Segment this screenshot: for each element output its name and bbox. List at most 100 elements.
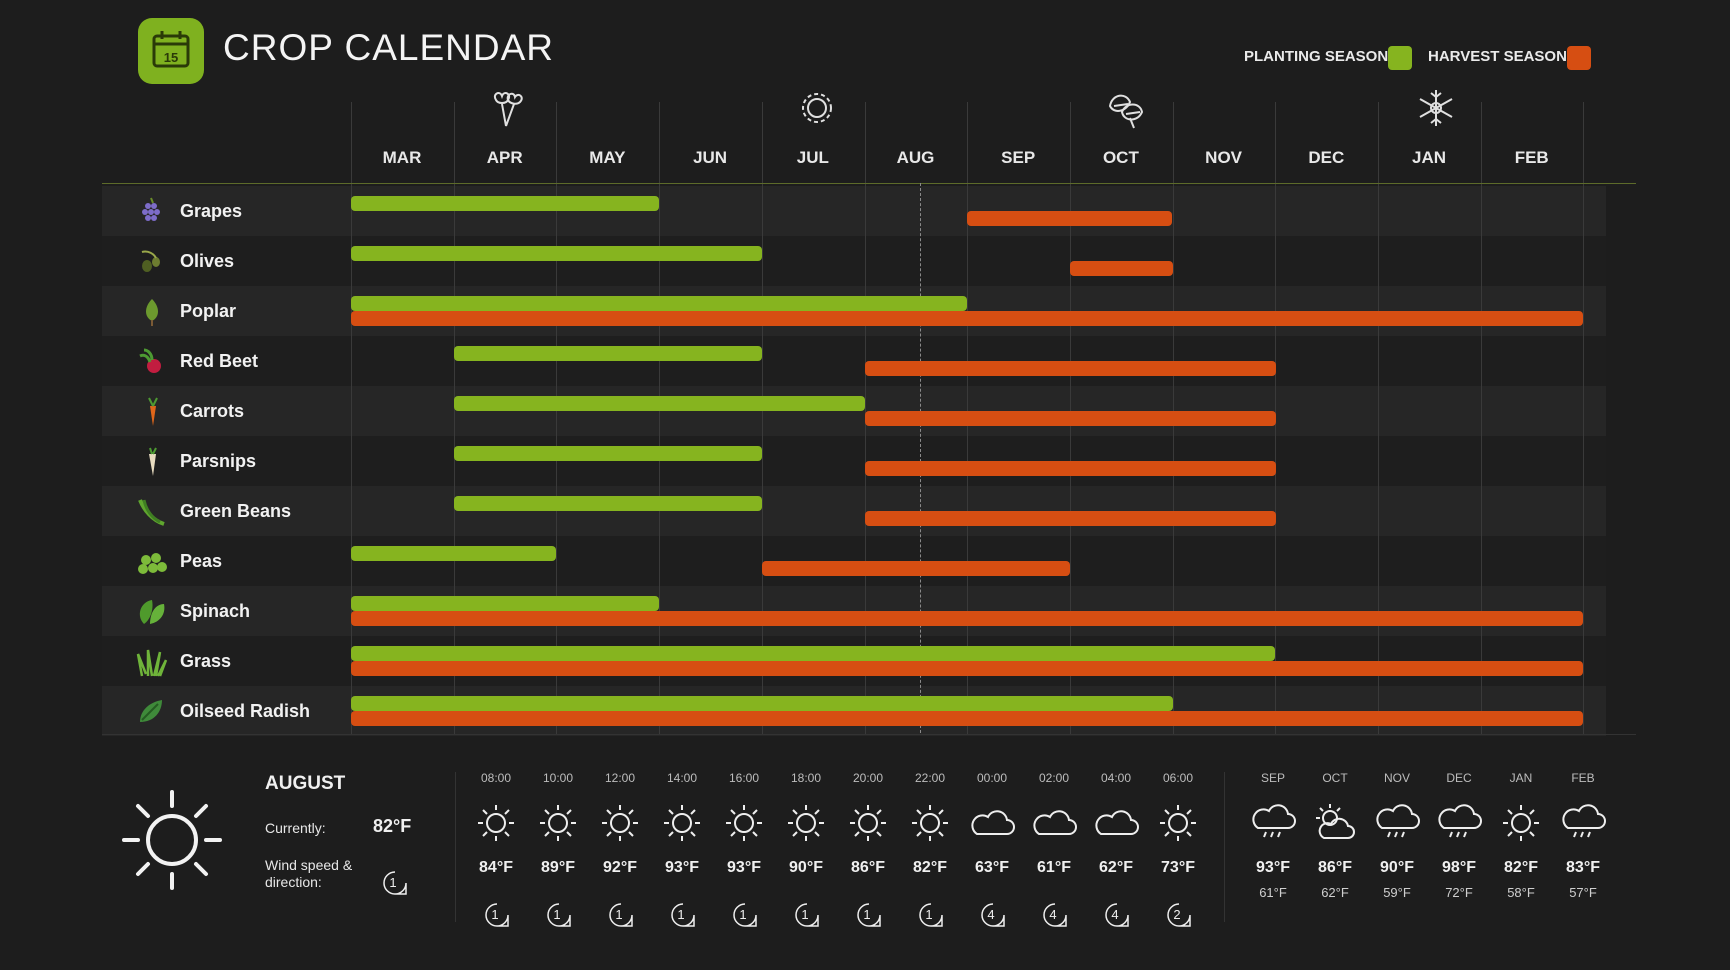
forecast-month: OCT bbox=[1322, 771, 1348, 785]
crop-name: Parsnips bbox=[180, 451, 257, 471]
harvest-season-bar bbox=[1070, 261, 1173, 276]
harvest-season-bar bbox=[865, 411, 1276, 426]
crop-name: Spinach bbox=[180, 601, 251, 621]
planting-season-bar bbox=[351, 196, 659, 211]
cloud-icon bbox=[967, 800, 1017, 846]
peas-icon bbox=[134, 546, 170, 576]
wind-speed-value: 4 bbox=[987, 907, 995, 922]
calendar-bottom-divider bbox=[102, 734, 1636, 735]
wind-label: Wind speed & direction: bbox=[265, 857, 353, 890]
harvest-season-bar bbox=[351, 711, 1583, 726]
sun-icon bbox=[795, 86, 839, 130]
month-header-oct: OCT bbox=[1102, 148, 1139, 167]
grapes-icon bbox=[134, 196, 170, 226]
forecast-low: 57°F bbox=[1569, 885, 1597, 900]
hourly-temperature: 84°F bbox=[479, 859, 513, 876]
wind-direction-indicator: 2 bbox=[1166, 902, 1192, 928]
hourly-temperature: 62°F bbox=[1099, 859, 1133, 876]
rain-icon bbox=[1248, 800, 1298, 846]
planting-season-bar bbox=[351, 696, 1173, 711]
crop-name: Peas bbox=[180, 551, 223, 571]
hourly-temperature: 89°F bbox=[541, 859, 575, 876]
sun-icon bbox=[719, 800, 769, 846]
hourly-temperature: 63°F bbox=[975, 859, 1009, 876]
crop-row bbox=[102, 336, 1606, 386]
hourly-temperature: 93°F bbox=[727, 859, 761, 876]
crop-name: Grapes bbox=[180, 201, 243, 221]
crop-row bbox=[102, 186, 1606, 236]
month-gridline bbox=[454, 102, 455, 734]
month-header-mar: MAR bbox=[382, 148, 422, 167]
month-header-nov: NOV bbox=[1205, 148, 1243, 167]
hourly-temperature: 86°F bbox=[851, 859, 885, 876]
snowflake-icon bbox=[1414, 86, 1458, 130]
hourly-time: 16:00 bbox=[728, 771, 760, 785]
harvest-season-bar bbox=[351, 661, 1583, 676]
current-wind-indicator: 1 bbox=[382, 870, 408, 896]
header-divider bbox=[102, 183, 1636, 184]
wind-speed-value: 1 bbox=[801, 907, 809, 922]
harvest-season-bar bbox=[865, 361, 1276, 376]
wind-speed-value: 4 bbox=[1111, 907, 1119, 922]
rain-icon bbox=[1434, 800, 1484, 846]
wind-speed-value: 1 bbox=[553, 907, 561, 922]
harvest-season-bar bbox=[351, 611, 1583, 626]
harvest-season-bar bbox=[351, 311, 1583, 326]
legend-planting-swatch bbox=[1388, 46, 1412, 70]
wind-speed-value: 1 bbox=[925, 907, 933, 922]
month-gridline bbox=[1378, 102, 1379, 734]
forecast-month: SEP bbox=[1260, 771, 1285, 785]
sun-icon bbox=[843, 800, 893, 846]
wind-direction-indicator: 1 bbox=[670, 902, 696, 928]
wind-direction-indicator: 1 bbox=[546, 902, 572, 928]
wind-speed-value: 2 bbox=[1173, 907, 1181, 922]
planting-season-bar bbox=[454, 346, 762, 361]
currently-value: 82°F bbox=[373, 816, 412, 836]
oilseed-radish-icon bbox=[134, 696, 170, 726]
month-header-aug: AUG bbox=[896, 148, 935, 167]
wind-speed-value: 1 bbox=[863, 907, 871, 922]
grass-icon bbox=[134, 646, 170, 677]
planting-season-bar bbox=[454, 446, 762, 461]
crop-row bbox=[102, 486, 1606, 536]
forecast-low: 72°F bbox=[1445, 885, 1473, 900]
sun-icon bbox=[905, 800, 955, 846]
forecast-month: JAN bbox=[1509, 771, 1533, 785]
wind-direction-indicator: 1 bbox=[608, 902, 634, 928]
spinach-icon bbox=[134, 596, 170, 626]
rain-icon bbox=[1558, 800, 1608, 846]
partly-cloudy-icon bbox=[1310, 800, 1360, 846]
month-gridline bbox=[659, 102, 660, 734]
wind-direction-indicator: 4 bbox=[980, 902, 1006, 928]
sun-icon bbox=[657, 800, 707, 846]
month-header-feb: FEB bbox=[1514, 148, 1549, 167]
wind-speed-value: 4 bbox=[1049, 907, 1057, 922]
planting-season-bar bbox=[351, 646, 1275, 661]
month-header-may: MAY bbox=[589, 148, 626, 167]
harvest-season-bar bbox=[967, 211, 1172, 226]
planting-season-bar bbox=[351, 246, 762, 261]
forecast-high: 90°F bbox=[1380, 859, 1414, 876]
harvest-season-bar bbox=[762, 561, 1070, 576]
hourly-time: 08:00 bbox=[480, 771, 512, 785]
cloud-icon bbox=[1091, 800, 1141, 846]
weather-separator-2 bbox=[1224, 772, 1225, 922]
hourly-time: 14:00 bbox=[666, 771, 698, 785]
crop-name: Red Beet bbox=[180, 351, 259, 371]
logo-day: 15 bbox=[164, 50, 178, 65]
hourly-temperature: 73°F bbox=[1161, 859, 1195, 876]
forecast-low: 58°F bbox=[1507, 885, 1535, 900]
hourly-temperature: 82°F bbox=[913, 859, 947, 876]
month-gridline bbox=[556, 102, 557, 734]
month-gridline bbox=[351, 102, 352, 734]
legend-harvest-label: HARVEST SEASON bbox=[1428, 48, 1567, 65]
sun-icon bbox=[471, 800, 521, 846]
month-gridline bbox=[762, 102, 763, 734]
forecast-high: 82°F bbox=[1504, 859, 1538, 876]
hourly-time: 06:00 bbox=[1162, 771, 1194, 785]
crop-row bbox=[102, 236, 1606, 286]
planting-season-bar bbox=[351, 546, 556, 561]
carrot-icon bbox=[134, 396, 170, 426]
wind-speed-value: 1 bbox=[615, 907, 623, 922]
month-header-jul: JUL bbox=[796, 148, 829, 167]
